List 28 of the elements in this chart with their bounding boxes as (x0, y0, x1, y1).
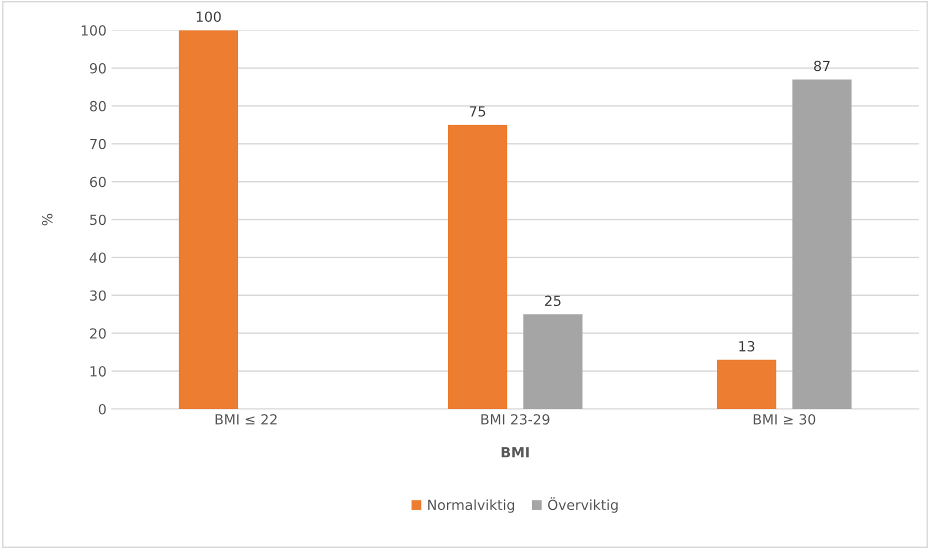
y-tick-label: 80 (90, 100, 106, 112)
bar (792, 79, 852, 410)
bar (178, 30, 238, 410)
y-tick-label: 0 (98, 404, 106, 414)
x-tick-label: BMI ≤ 22 (216, 414, 277, 424)
x-tick-label: BMI 23-29 (481, 414, 550, 425)
y-tick-label: 30 (90, 290, 106, 301)
y-axis-title: % (42, 214, 53, 226)
y-tick-label: 70 (90, 138, 106, 150)
data-label: 13 (739, 341, 754, 352)
bar (717, 360, 776, 410)
data-label: 25 (545, 296, 561, 306)
y-tick-label: 100 (82, 25, 106, 36)
data-label: 75 (470, 106, 486, 117)
bar (448, 124, 508, 410)
y-tick-label: 20 (90, 328, 106, 339)
legend-label: Överviktig (548, 497, 618, 513)
bar (523, 314, 582, 410)
y-tick-label: 10 (90, 366, 106, 377)
y-tick-label: 90 (90, 63, 106, 74)
x-axis-title: BMI (502, 447, 529, 458)
data-label: 100 (196, 11, 221, 22)
x-tick-label: BMI ≥ 30 (754, 414, 816, 425)
y-tick-label: 40 (90, 252, 106, 263)
y-tick-label: 60 (90, 176, 106, 188)
y-tick-label: 50 (90, 214, 106, 226)
legend-label: Normalviktig (428, 499, 514, 513)
data-label: 87 (814, 60, 830, 72)
